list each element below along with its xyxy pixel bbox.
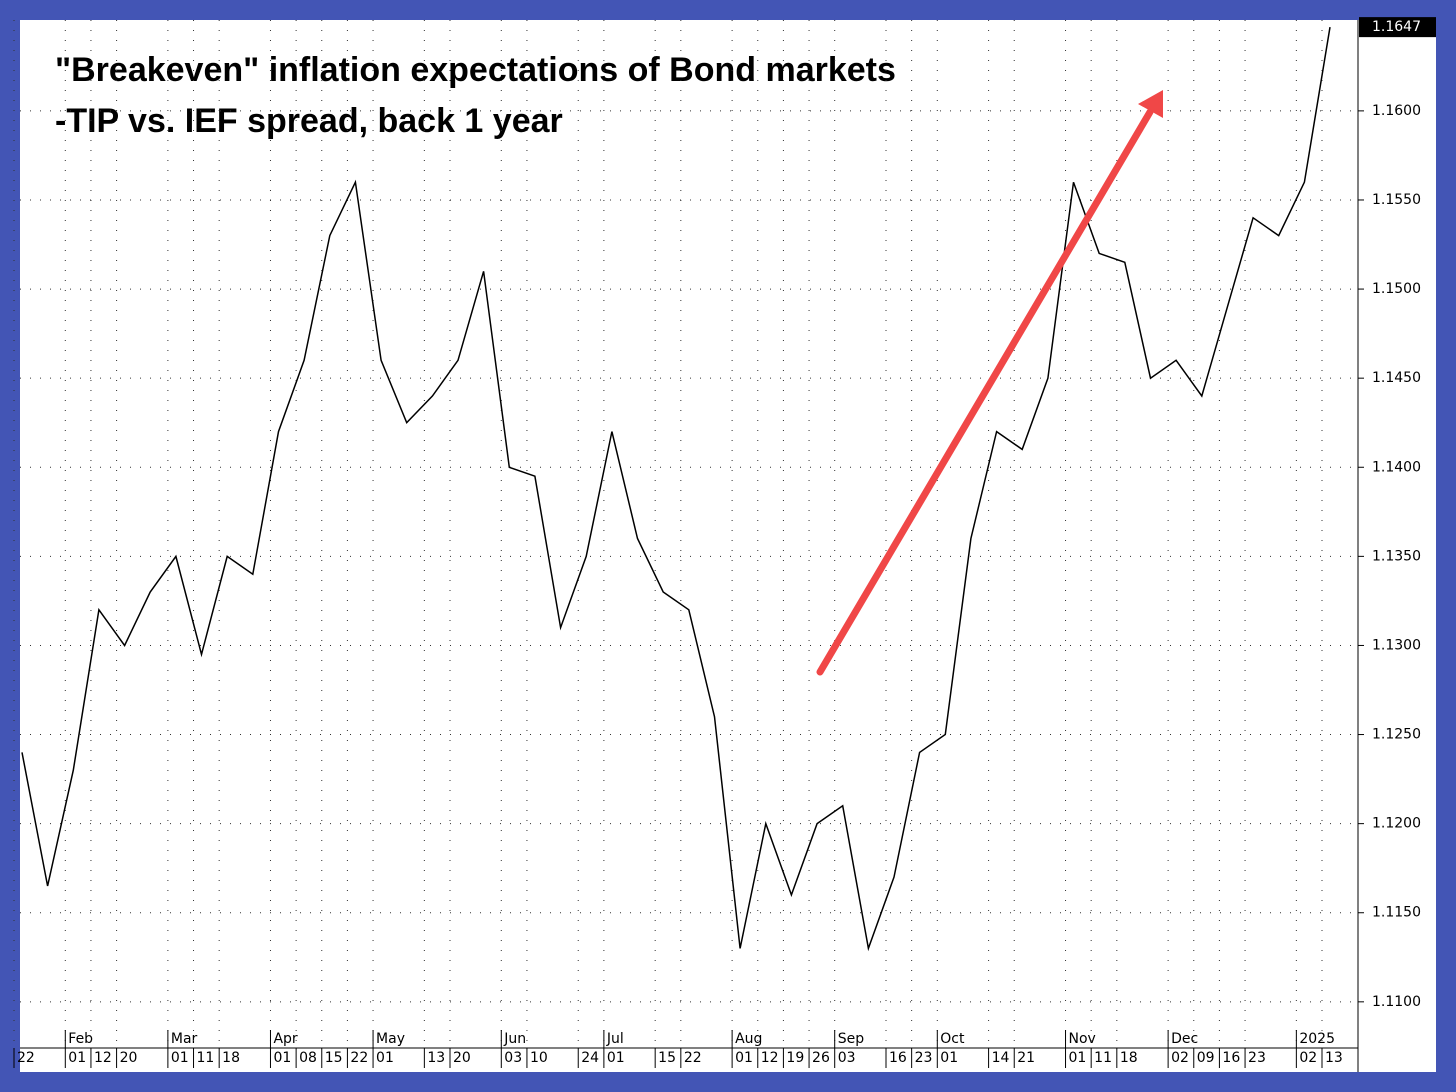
x-tick-label: 22 xyxy=(17,1050,35,1066)
x-tick-label: 03 xyxy=(504,1050,522,1066)
month-label: Feb xyxy=(68,1031,93,1047)
arrow-shaft xyxy=(816,108,1154,676)
y-tick-label: 1.1100 xyxy=(1372,994,1421,1010)
last-value-label: 1.1647 xyxy=(1372,19,1421,35)
x-tick-label: 01 xyxy=(376,1050,394,1066)
x-tick-label: 18 xyxy=(222,1050,240,1066)
y-tick-label: 1.1150 xyxy=(1372,905,1421,921)
x-tick-label: 20 xyxy=(120,1050,138,1066)
x-tick-label: 19 xyxy=(786,1050,804,1066)
month-label: Jul xyxy=(606,1031,624,1047)
x-tick-label: 13 xyxy=(427,1050,445,1066)
panel xyxy=(20,20,1436,1072)
x-tick-label: 01 xyxy=(1069,1050,1087,1066)
x-tick-label: 13 xyxy=(1325,1050,1343,1066)
month-label: Mar xyxy=(171,1031,198,1047)
month-label: Oct xyxy=(940,1031,965,1047)
x-tick-label: 02 xyxy=(1299,1050,1317,1066)
x-tick-label: 12 xyxy=(761,1050,779,1066)
line xyxy=(21,26,1331,952)
x-tick-label: 26 xyxy=(812,1050,830,1066)
arrow-head xyxy=(1138,90,1163,118)
x-tick-label: 23 xyxy=(1248,1050,1266,1066)
x-tick-label: 11 xyxy=(197,1050,215,1066)
y-tick-label: 1.1450 xyxy=(1372,370,1421,386)
month-label: May xyxy=(376,1031,405,1047)
x-tick-label: 10 xyxy=(530,1050,548,1066)
x-tick-label: 16 xyxy=(1222,1050,1240,1066)
x-tick-label: 01 xyxy=(171,1050,189,1066)
x-tick-label: 15 xyxy=(658,1050,676,1066)
x-tick-label: 21 xyxy=(1017,1050,1035,1066)
x-tick-label: 24 xyxy=(581,1050,599,1066)
x-tick-label: 01 xyxy=(607,1050,625,1066)
x-tick-label: 23 xyxy=(915,1050,933,1066)
plot: 1.1100 1.1150 1.1200 1.1250 1.1300 1.1350 1.14… xyxy=(13,17,1436,1068)
x-tick-label: 09 xyxy=(1197,1050,1215,1066)
chart-subtitle: -TIP vs. IEF spread, back 1 year xyxy=(55,102,563,140)
y-tick-label: 1.1300 xyxy=(1372,637,1421,653)
month-label: Apr xyxy=(273,1031,297,1047)
x-tick-label: 01 xyxy=(273,1050,291,1066)
x-tick-label: 08 xyxy=(299,1050,317,1066)
month-label: Aug xyxy=(735,1031,762,1047)
month-label: Sep xyxy=(838,1031,865,1047)
month-label: 2025 xyxy=(1299,1031,1335,1047)
x-tick-label: 22 xyxy=(350,1050,368,1066)
chart-title: "Breakeven" inflation expectations of Bo… xyxy=(55,51,896,89)
y-tick-label: 1.1600 xyxy=(1372,103,1421,119)
x-tick-label: 18 xyxy=(1120,1050,1138,1066)
x-tick-label: 14 xyxy=(992,1050,1010,1066)
y-tick-label: 1.1200 xyxy=(1372,816,1421,832)
x-tick-label: 11 xyxy=(1094,1050,1112,1066)
y-tick-label: 1.1500 xyxy=(1372,281,1421,297)
x-tick-label: 03 xyxy=(838,1050,856,1066)
x-tick-label: 20 xyxy=(453,1050,471,1066)
y-tick-label: 1.1350 xyxy=(1372,548,1421,564)
x-tick-label: 15 xyxy=(325,1050,343,1066)
y-tick-label: 1.1550 xyxy=(1372,192,1421,208)
y-tick-label: 1.1250 xyxy=(1372,727,1421,743)
x-tick-label: 01 xyxy=(940,1050,958,1066)
month-label: Dec xyxy=(1171,1031,1198,1047)
last-value-box xyxy=(1359,17,1436,38)
y-tick-label: 1.1400 xyxy=(1372,459,1421,475)
x-tick-label: 16 xyxy=(889,1050,907,1066)
x-tick-label: 22 xyxy=(684,1050,702,1066)
month-label: Nov xyxy=(1069,1031,1096,1047)
x-tick-label: 01 xyxy=(68,1050,86,1066)
x-tick-label: 01 xyxy=(735,1050,753,1066)
month-label: Jun xyxy=(503,1031,526,1047)
x-tick-label: 02 xyxy=(1171,1050,1189,1066)
x-tick-label: 12 xyxy=(94,1050,112,1066)
